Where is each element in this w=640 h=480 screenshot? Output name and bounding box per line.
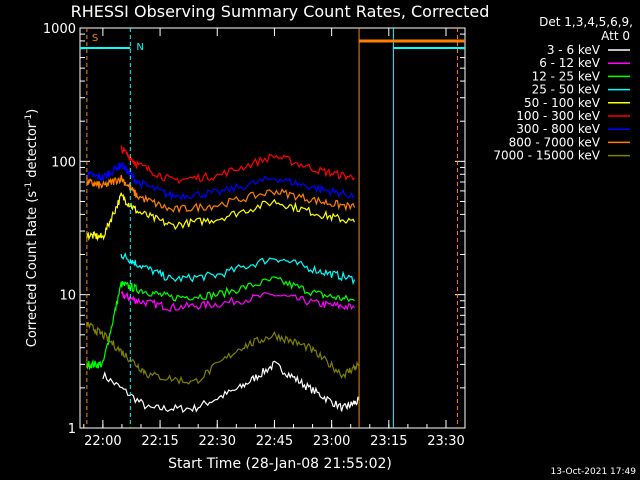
plot-area <box>79 27 466 429</box>
legend-label-5: 100 - 300 keV <box>516 109 600 123</box>
y-label-pre: Corrected Count Rate (s <box>25 191 40 348</box>
x-tick-label: 23:30 <box>427 434 464 449</box>
x-tick-label: 22:00 <box>84 434 121 449</box>
legend-label-6: 300 - 800 keV <box>516 122 600 136</box>
series-line-8 <box>86 321 360 385</box>
x-tick-label: 23:15 <box>370 434 407 449</box>
series-line-7 <box>86 174 356 214</box>
series-line-3 <box>120 252 356 286</box>
legend-label-0: 3 - 6 keV <box>547 43 601 57</box>
flag-n-label: N <box>136 42 143 53</box>
legend-label-7: 800 - 7000 keV <box>509 135 601 149</box>
y-label-sup2: -1 <box>24 114 34 123</box>
series-line-4 <box>86 192 356 242</box>
y-label-post: ) <box>25 109 40 114</box>
x-tick-label: 23:00 <box>313 434 350 449</box>
y-tick-label: 1000 <box>43 22 76 37</box>
y-label-sup1: -1 <box>24 182 34 191</box>
legend-label-3: 25 - 50 keV <box>532 83 601 97</box>
x-axis-label: Start Time (28-Jan-08 21:55:02) <box>168 456 392 472</box>
series-line-0 <box>102 360 360 414</box>
flag-layer: SN <box>80 28 465 428</box>
y-axis: 1 10 100 1000 <box>43 22 465 437</box>
y-tick-label: 1 <box>68 422 76 437</box>
chart-title: RHESSI Observing Summary Count Rates, Co… <box>71 2 490 21</box>
y-tick-label: 10 <box>59 289 76 304</box>
timestamp: 13-Oct-2021 17:49 <box>551 467 637 477</box>
plot-frame <box>79 27 466 429</box>
flag-s-label: S <box>92 33 98 44</box>
legend-label-2: 12 - 25 keV <box>532 69 601 83</box>
legend-header-line2: Att 0 <box>601 29 630 43</box>
x-tick-label: 22:45 <box>256 434 293 449</box>
legend-label-8: 7000 - 15000 keV <box>493 149 600 163</box>
legend-label-4: 50 - 100 keV <box>524 96 601 110</box>
legend-label-1: 6 - 12 keV <box>539 56 601 70</box>
y-label-mid: detector <box>25 122 40 182</box>
x-tick-label: 22:30 <box>199 434 236 449</box>
y-tick-label: 100 <box>51 155 76 170</box>
series-line-1 <box>120 291 355 313</box>
series-line-2 <box>86 276 355 371</box>
series-line-6 <box>86 162 355 201</box>
legend-header-line1: Det 1,3,4,5,6,9, <box>539 15 633 29</box>
y-axis-label: Corrected Count Rate (s-1 detector-1) <box>24 109 40 347</box>
x-tick-label: 22:15 <box>141 434 178 449</box>
x-axis: 22:00 22:15 22:30 22:45 23:00 23:15 23:30 <box>83 28 465 449</box>
series-line-5 <box>120 145 355 185</box>
series-layer <box>86 145 360 414</box>
